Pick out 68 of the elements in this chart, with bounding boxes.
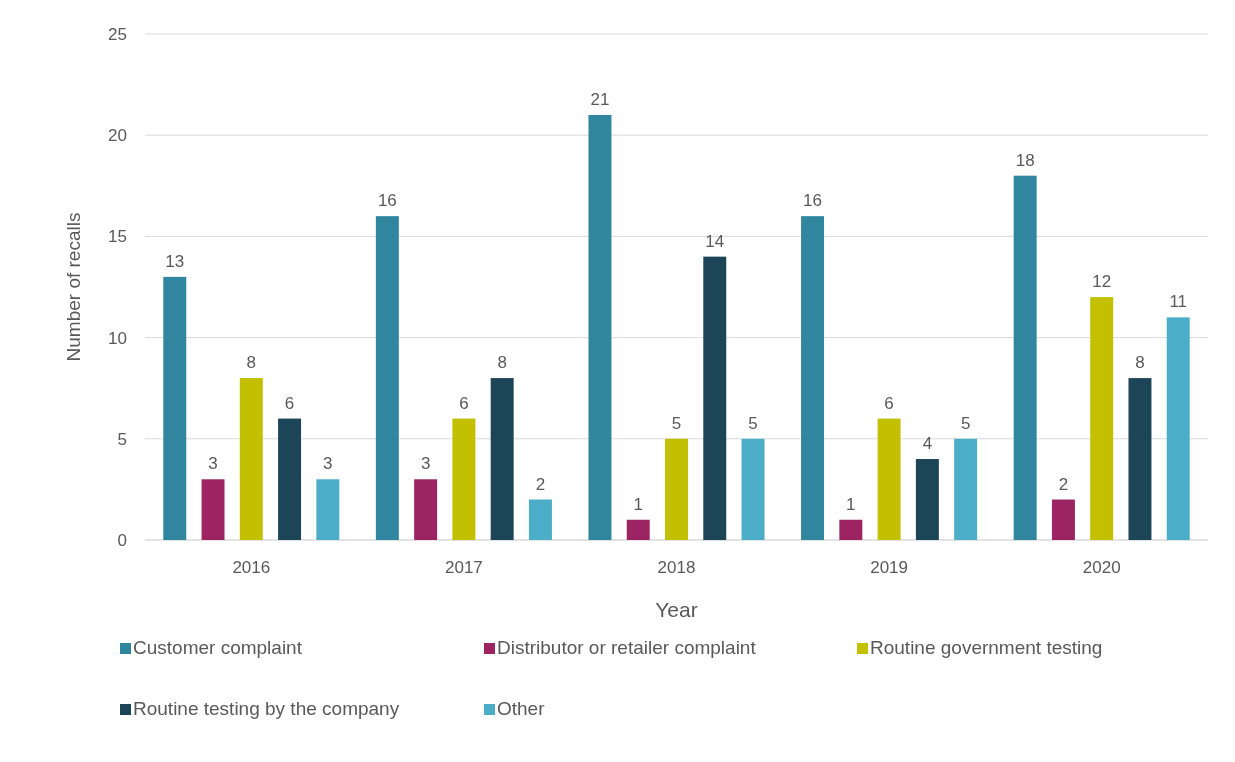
data-label: 8 — [497, 353, 507, 373]
bar — [414, 479, 438, 540]
x-tick-label: 2020 — [1082, 558, 1121, 577]
bar — [954, 438, 978, 540]
data-label: 5 — [960, 413, 971, 433]
data-label: 3 — [208, 454, 218, 474]
x-tick-label: 2016 — [232, 558, 271, 577]
bar — [528, 499, 552, 540]
data-label: 2 — [535, 474, 546, 494]
data-label: 8 — [246, 353, 257, 373]
data-label: 6 — [884, 393, 894, 413]
data-label: 14 — [705, 231, 725, 251]
data-label: 13 — [165, 251, 185, 271]
bar — [588, 114, 612, 540]
data-label: 8 — [1135, 353, 1145, 373]
bar — [1051, 499, 1075, 540]
bar — [703, 256, 727, 540]
legend-label: Other — [497, 698, 546, 719]
data-label: 16 — [803, 191, 823, 211]
legend-label: Routine government testing — [870, 637, 1103, 658]
bar — [626, 519, 650, 540]
x-tick-label: 2019 — [870, 558, 909, 577]
bar — [665, 438, 688, 540]
bar — [490, 378, 514, 540]
data-label: 16 — [377, 191, 397, 211]
bar — [915, 459, 939, 540]
data-label: 12 — [1092, 272, 1112, 292]
y-tick-label: 15 — [108, 227, 127, 247]
data-label: 21 — [590, 89, 610, 109]
bar — [741, 438, 765, 540]
bar — [1166, 317, 1190, 540]
data-label: 3 — [420, 454, 431, 474]
legend-label: Customer complaint — [133, 637, 303, 658]
bar — [452, 418, 476, 540]
y-tick-label: 10 — [108, 328, 127, 348]
y-tick-label: 5 — [117, 429, 127, 449]
bar — [163, 276, 187, 540]
y-tick-label: 0 — [117, 531, 127, 550]
bar — [839, 519, 863, 540]
bar — [1013, 175, 1037, 540]
y-tick-label: 25 — [108, 25, 127, 44]
data-label: 2 — [1058, 474, 1069, 494]
data-label: 1 — [633, 494, 643, 514]
legend-label: Distributor or retailer complaint — [497, 637, 757, 658]
bar — [278, 418, 302, 540]
x-axis-title: Year — [655, 598, 698, 621]
x-tick-label: 2018 — [657, 558, 696, 577]
bar — [201, 479, 225, 540]
y-tick-label: 20 — [108, 126, 127, 146]
data-label: 3 — [323, 454, 333, 474]
data-label: 6 — [459, 393, 469, 413]
data-label: 1 — [846, 494, 856, 514]
bar — [1090, 297, 1114, 540]
data-label: 6 — [284, 393, 295, 413]
bar — [1128, 378, 1152, 540]
data-label: 11 — [1169, 292, 1188, 312]
data-label: 4 — [922, 434, 933, 454]
bar — [316, 479, 340, 540]
bar — [375, 216, 399, 540]
data-label: 5 — [748, 413, 758, 433]
legend-label: Routine testing by the company — [133, 698, 400, 719]
data-label: 5 — [671, 413, 682, 433]
y-axis-title: Number of recalls — [63, 212, 84, 362]
bar — [877, 418, 901, 540]
bar — [801, 216, 825, 540]
bar — [239, 378, 263, 540]
x-tick-label: 2017 — [444, 558, 483, 577]
data-label: 18 — [1015, 150, 1035, 170]
